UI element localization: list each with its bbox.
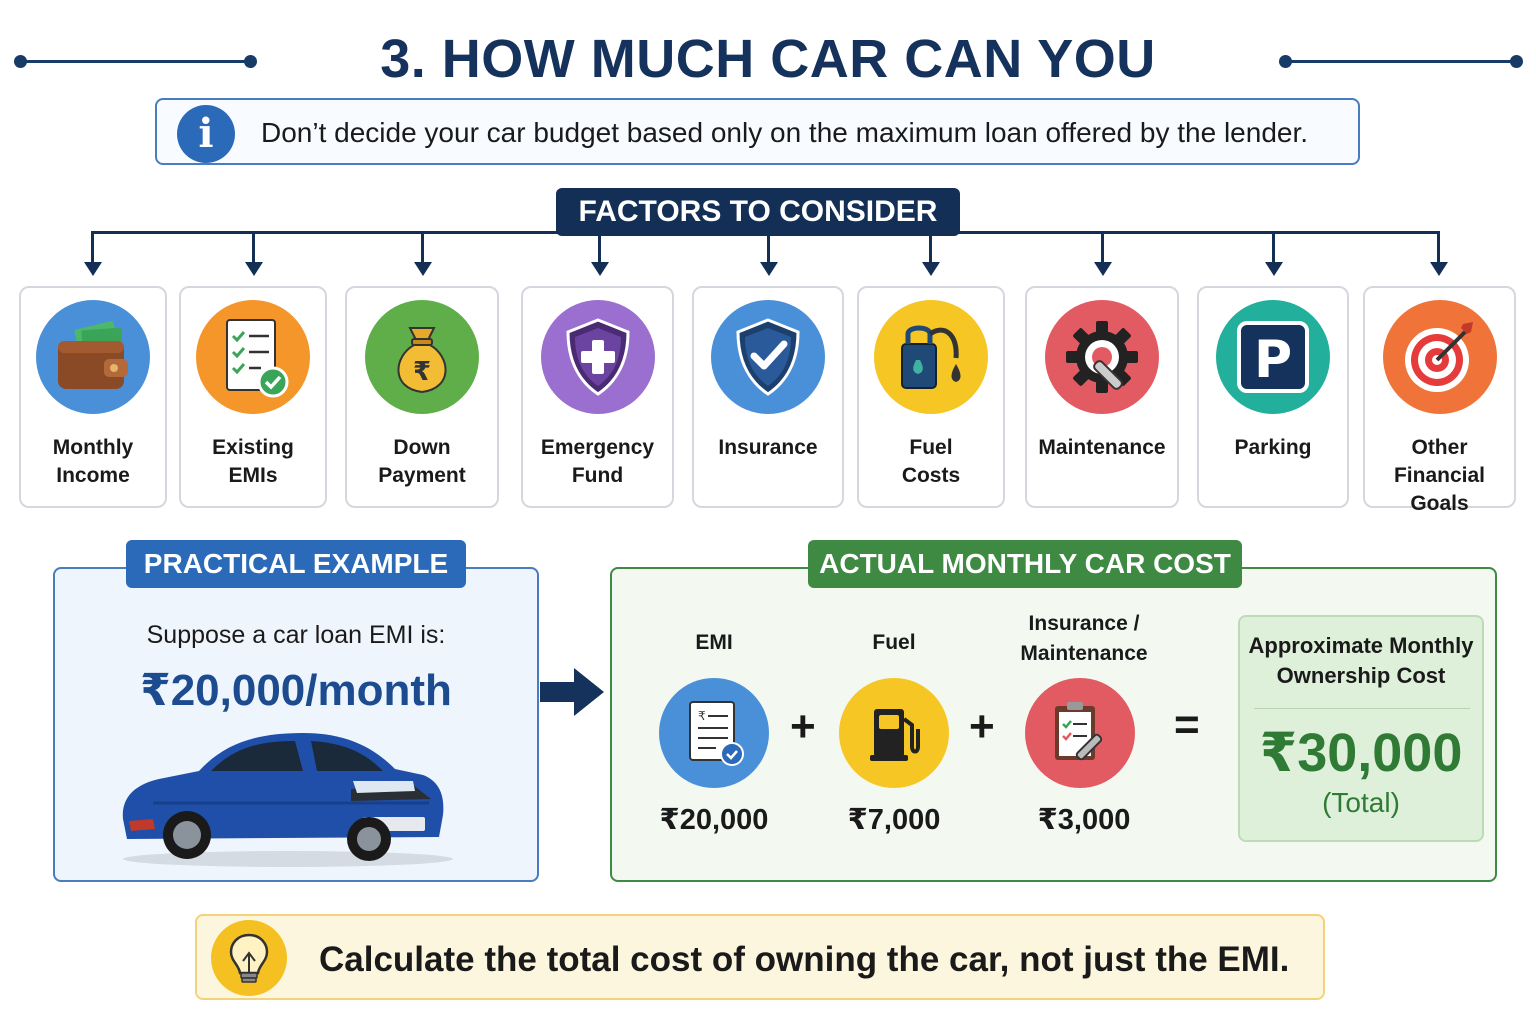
connector-arrow	[84, 262, 102, 276]
money-bag-icon: ₹	[365, 300, 479, 414]
title-dot	[1510, 55, 1523, 68]
cost-value-insurance-maintenance: ₹3,000	[1037, 804, 1131, 836]
connector-arrow	[591, 262, 609, 276]
cost-label-insurance-maintenance: Insurance / Maintenance	[1020, 612, 1148, 665]
factor-label: Monthly Income	[52, 436, 134, 487]
connector-line	[1437, 231, 1440, 265]
car-image	[113, 719, 453, 874]
connector-line	[598, 231, 601, 265]
factor-label: Parking	[1234, 436, 1312, 459]
arrow-right-icon	[540, 668, 606, 721]
factor-card-monthly-income: Monthly Income	[19, 286, 167, 508]
clipboard-wrench-icon	[1025, 678, 1135, 788]
checklist-icon	[196, 300, 310, 414]
factor-card-down-payment: ₹ Down Payment	[345, 286, 499, 508]
connector-line	[91, 231, 94, 265]
factor-label: Insurance	[718, 436, 818, 459]
gear-wrench-icon	[1045, 300, 1159, 414]
total-cost-box: Approximate Monthly Ownership Cost ₹30,0…	[1238, 615, 1484, 842]
connector-arrow	[760, 262, 778, 276]
title-line-left	[18, 60, 250, 63]
factor-label: Emergency Fund	[540, 436, 655, 487]
factor-card-fuel-costs: Fuel Costs	[857, 286, 1005, 508]
info-banner: i Don’t decide your car budget based onl…	[155, 98, 1360, 165]
connector-arrow	[1094, 262, 1112, 276]
connector-line	[252, 231, 255, 265]
lightbulb-icon	[211, 920, 287, 996]
tip-banner: Calculate the total cost of owning the c…	[195, 914, 1325, 1000]
factor-card-emergency-fund: Emergency Fund	[521, 286, 674, 508]
connector-arrow	[414, 262, 432, 276]
title-dot	[14, 55, 27, 68]
factor-card-parking: P Parking	[1197, 286, 1349, 508]
svg-text:₹: ₹	[413, 357, 431, 387]
total-label-line2: Ownership Cost	[1276, 663, 1446, 688]
factor-label: Fuel Costs	[901, 436, 961, 487]
title-row: 3. HOW MUCH CAR CAN YOU AFFORD?	[0, 14, 1536, 151]
connector-arrow	[1430, 262, 1448, 276]
practical-example-panel: Suppose a car loan EMI is: ₹20,000/month	[53, 567, 539, 882]
factor-card-other-financial-goals: Other Financial Goals	[1363, 286, 1516, 515]
cost-label-fuel: Fuel	[872, 631, 916, 654]
factor-label: Existing EMIs	[212, 436, 294, 487]
factor-label: Down Payment	[378, 436, 466, 487]
total-divider	[1254, 708, 1470, 709]
plus-sign: +	[969, 702, 995, 751]
target-icon	[1382, 300, 1497, 414]
cost-label-emi: EMI	[695, 631, 733, 654]
example-text: Suppose a car loan EMI is:	[146, 621, 446, 649]
info-icon: i	[177, 105, 235, 163]
connector-line	[421, 231, 424, 265]
connector-line	[1272, 231, 1275, 265]
document-icon: ₹	[659, 678, 769, 788]
title-dot	[244, 55, 257, 68]
svg-text:P: P	[1254, 330, 1292, 390]
factors-header: FACTORS TO CONSIDER	[556, 188, 960, 236]
svg-text:₹: ₹	[698, 709, 706, 723]
monthly-cost-header: ACTUAL MONTHLY CAR COST	[808, 540, 1242, 588]
total-label: Approximate Monthly Ownership Cost	[1240, 631, 1482, 691]
factor-label: Other Financial Goals	[1393, 436, 1486, 515]
connector-line	[1101, 231, 1104, 265]
fuel-pump-icon	[839, 678, 949, 788]
total-label-line1: Approximate Monthly	[1248, 633, 1474, 658]
title-dot	[1279, 55, 1292, 68]
connector-arrow	[1265, 262, 1283, 276]
cost-value-fuel: ₹7,000	[847, 804, 941, 836]
parking-icon: P	[1216, 300, 1330, 414]
factor-card-insurance: Insurance	[692, 286, 844, 508]
connector-line	[767, 231, 770, 265]
tip-text: Calculate the total cost of owning the c…	[319, 940, 1290, 979]
shield-check-icon	[711, 300, 825, 414]
connector-line	[929, 231, 932, 265]
wallet-icon	[36, 300, 150, 414]
plus-sign: +	[790, 702, 816, 751]
fuel-can-icon	[874, 300, 988, 414]
practical-example-header: PRACTICAL EXAMPLE	[126, 540, 466, 588]
factor-card-existing-emis: Existing EMIs	[179, 286, 327, 508]
example-emi-value: ₹20,000/month	[140, 666, 452, 715]
cost-value-emi: ₹20,000	[659, 804, 769, 836]
title-line-right	[1284, 60, 1516, 63]
shield-plus-icon	[540, 300, 655, 414]
total-value: ₹30,000	[1259, 723, 1463, 783]
connector-arrow	[922, 262, 940, 276]
total-sub: (Total)	[1322, 787, 1400, 818]
factor-label: Maintenance	[1038, 436, 1166, 459]
equals-sign: =	[1174, 700, 1200, 749]
factor-card-maintenance: Maintenance	[1025, 286, 1179, 508]
connector-arrow	[245, 262, 263, 276]
info-text: Don’t decide your car budget based only …	[261, 117, 1309, 148]
